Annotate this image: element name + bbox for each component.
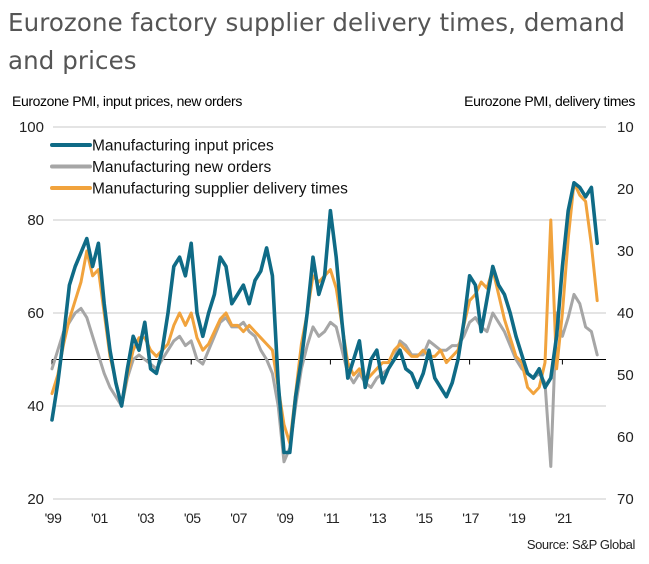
y2-tick-label: 70 xyxy=(617,491,634,508)
series-lines xyxy=(50,181,600,468)
legend-label: Manufacturing supplier delivery times xyxy=(92,181,348,198)
y2-tick-label: 10 xyxy=(617,119,634,136)
x-tick-label: '19 xyxy=(509,510,526,526)
y-tick-label: 80 xyxy=(27,212,44,229)
x-tick-label: '11 xyxy=(324,510,340,526)
y-tick-label: 100 xyxy=(19,119,44,136)
x-tick-label: '17 xyxy=(462,510,479,526)
x-tick-label: '15 xyxy=(416,510,433,526)
y2-tick-label: 40 xyxy=(617,305,634,322)
chart-title: Eurozone factory supplier delivery times… xyxy=(8,8,626,75)
series-line-input-prices xyxy=(50,181,600,455)
y2-tick-label: 60 xyxy=(617,429,634,446)
source-note: Source: S&P Global xyxy=(526,537,636,552)
series-line-new-orders xyxy=(50,292,599,468)
y2-tick-label: 30 xyxy=(617,243,634,260)
right-y-axis: 10 20 30 40 50 60 70 xyxy=(617,119,634,508)
x-tick-label: '05 xyxy=(184,510,201,526)
left-y-axis: 100 80 60 40 20 xyxy=(19,119,44,508)
y-tick-label: 20 xyxy=(27,491,44,508)
x-tick-label: '21 xyxy=(555,510,572,526)
x-tick-label: '09 xyxy=(277,510,294,526)
legend-label: Manufacturing new orders xyxy=(92,159,271,176)
x-tick-label: '01 xyxy=(91,510,108,526)
legend-label: Manufacturing input prices xyxy=(92,138,274,155)
x-tick-label: '99 xyxy=(45,510,62,526)
legend: Manufacturing input prices Manufacturing … xyxy=(50,138,348,198)
y2-tick-label: 50 xyxy=(617,367,634,384)
y-tick-label: 40 xyxy=(27,398,44,415)
x-axis: '99 '01 '03 '05 '07 '09 '11 '13 '15 '17 '19 '21 xyxy=(45,510,573,526)
y-tick-label: 60 xyxy=(27,305,44,322)
left-axis-title: Eurozone PMI, input prices, new orders xyxy=(12,93,242,109)
gridlines xyxy=(53,126,606,500)
right-axis-title: Eurozone PMI, delivery times xyxy=(464,93,635,109)
x-tick-label: '03 xyxy=(137,510,154,526)
x-tick-label: '13 xyxy=(369,510,386,526)
y2-tick-label: 20 xyxy=(617,181,634,198)
x-tick-label: '07 xyxy=(230,510,247,526)
